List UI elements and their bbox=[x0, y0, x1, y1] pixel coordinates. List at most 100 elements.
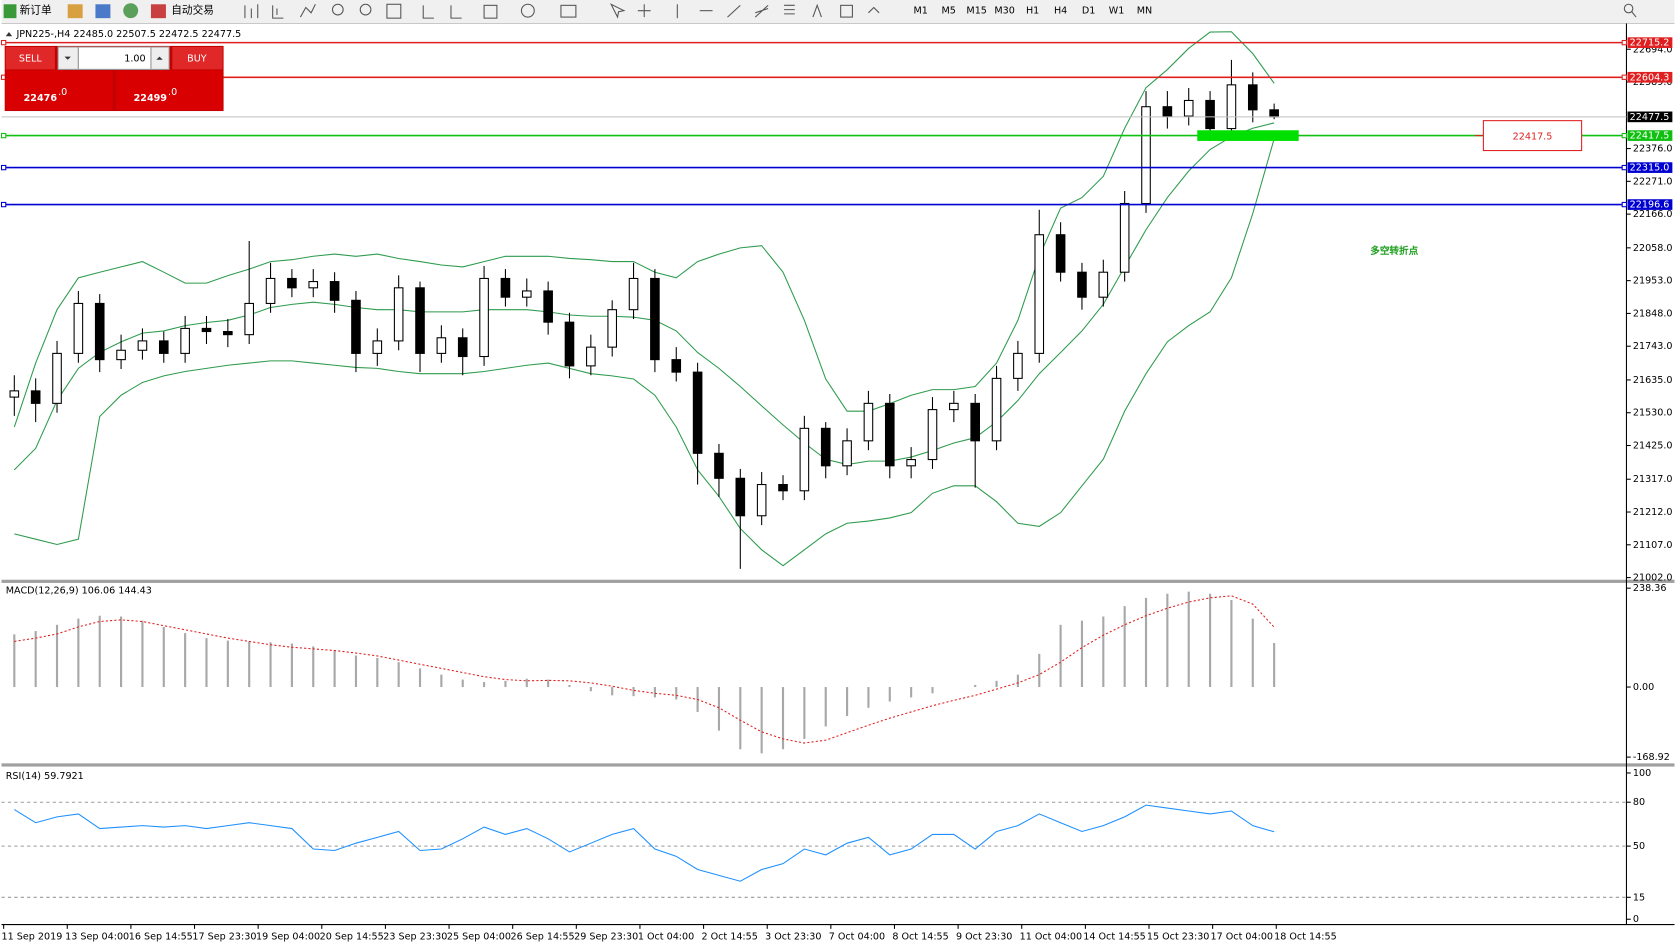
candle-body bbox=[1247, 84, 1258, 111]
candle-body bbox=[991, 377, 1002, 442]
candle-body bbox=[906, 459, 916, 467]
toolbar-icon[interactable] bbox=[95, 4, 111, 19]
level-label-bg bbox=[1627, 199, 1673, 210]
time-label: 15 Oct 23:30 bbox=[1147, 931, 1210, 942]
y-tick-label: 0.00 bbox=[1633, 682, 1654, 693]
candle-body bbox=[1269, 109, 1279, 118]
candle-body bbox=[329, 281, 340, 301]
time-label: 14 Oct 14:55 bbox=[1083, 931, 1146, 942]
time-axis: 11 Sep 2019 13 Sep 04:00 16 Sep 14:55 17 Se… bbox=[2, 924, 1337, 942]
timeframe-button[interactable]: H1 bbox=[1026, 6, 1039, 17]
timeframe-button[interactable]: M30 bbox=[994, 6, 1015, 17]
new-order-button[interactable]: 新订单 bbox=[20, 4, 52, 17]
level-label: 22477.5 bbox=[1630, 112, 1670, 123]
bollinger-band bbox=[14, 138, 1275, 567]
panel-separator bbox=[1, 579, 1675, 583]
bid-price: 22476 bbox=[24, 93, 58, 104]
y-tick-label: 21530.0 bbox=[1633, 408, 1673, 419]
annotation: 多空转折点 bbox=[1370, 245, 1418, 257]
level-handle bbox=[1621, 164, 1627, 171]
candle-body bbox=[73, 302, 84, 354]
time-label: 13 Sep 04:00 bbox=[65, 931, 129, 942]
time-label: 9 Oct 23:30 bbox=[956, 931, 1012, 942]
toolbar-icon[interactable] bbox=[67, 4, 83, 19]
time-label: 3 Oct 23:30 bbox=[765, 931, 821, 942]
y-tick-label: 22376.0 bbox=[1633, 144, 1673, 155]
one-click-trading-panel: SELL 1.00 BUY 22476 .0 22499 .0 bbox=[4, 45, 224, 112]
time-label: 25 Sep 04:00 bbox=[447, 931, 511, 942]
candle-body bbox=[415, 287, 425, 354]
level-label: 22604.3 bbox=[1630, 72, 1670, 83]
sell-label[interactable]: SELL bbox=[19, 54, 42, 65]
candle-body bbox=[671, 359, 682, 373]
candle-body bbox=[30, 390, 41, 404]
toolbar-icon[interactable] bbox=[123, 3, 139, 19]
price-panel: 22694.022589.022376.022271.022166.022058… bbox=[0, 31, 1673, 584]
level-label: 22715.2 bbox=[1630, 38, 1670, 49]
level-handle bbox=[1621, 74, 1627, 80]
y-tick-label: 22271.0 bbox=[1633, 176, 1673, 187]
candle-body bbox=[244, 302, 254, 336]
toolbar-tools[interactable] bbox=[244, 3, 1637, 19]
timeframe-button[interactable]: D1 bbox=[1082, 6, 1096, 17]
sell-price-box[interactable] bbox=[5, 70, 113, 110]
timeframe-button[interactable]: M5 bbox=[942, 6, 956, 17]
candle-body bbox=[137, 340, 148, 351]
timeframe-button[interactable]: MN bbox=[1137, 6, 1152, 17]
candle-body bbox=[628, 277, 639, 311]
candle-body bbox=[1183, 99, 1194, 117]
y-tick-label: 21848.0 bbox=[1633, 308, 1673, 319]
time-label: 26 Sep 14:55 bbox=[511, 931, 575, 942]
candle-body bbox=[927, 409, 938, 461]
y-tick-label: 22058.0 bbox=[1633, 243, 1673, 254]
level-label-bg bbox=[1627, 71, 1673, 83]
auto-trading-button[interactable]: 自动交易 bbox=[171, 4, 214, 17]
auto-trading-icon[interactable] bbox=[150, 4, 166, 19]
candle-body bbox=[500, 277, 511, 298]
candle-body bbox=[521, 290, 532, 298]
timeframe-button[interactable]: M15 bbox=[966, 6, 987, 17]
panel-separator bbox=[1, 763, 1675, 767]
timeframe-button[interactable]: H4 bbox=[1054, 6, 1067, 17]
candle-body bbox=[778, 484, 788, 492]
new-order-icon[interactable] bbox=[3, 4, 17, 19]
time-label: 11 Oct 04:00 bbox=[1020, 931, 1083, 942]
time-label: 11 Sep 2019 bbox=[2, 931, 63, 942]
buy-button[interactable] bbox=[172, 46, 223, 70]
timeframe-button[interactable]: M1 bbox=[914, 6, 928, 17]
y-tick-label: 50 bbox=[1633, 841, 1645, 852]
buy-price-box[interactable] bbox=[115, 70, 223, 110]
collapse-arrow[interactable] bbox=[5, 32, 13, 37]
level-label-bg bbox=[1627, 111, 1673, 123]
level-label: 22417.5 bbox=[1630, 131, 1670, 142]
level-handle bbox=[1621, 39, 1627, 46]
callout-box bbox=[1482, 120, 1583, 152]
level-label: 22315.0 bbox=[1630, 163, 1670, 174]
candle-body bbox=[479, 277, 489, 358]
ask-pips: .0 bbox=[168, 87, 177, 98]
sell-button[interactable] bbox=[5, 46, 55, 70]
candle-body bbox=[1141, 106, 1151, 205]
candle-body bbox=[1034, 234, 1045, 354]
lots-value[interactable]: 1.00 bbox=[124, 54, 145, 65]
y-tick-label: 21635.0 bbox=[1633, 375, 1673, 386]
timeframe-button[interactable]: W1 bbox=[1109, 6, 1125, 17]
callout-label: 22417.5 bbox=[1513, 132, 1553, 143]
candle-body bbox=[543, 290, 553, 323]
rsi-panel: 100 80 50 15 0 bbox=[1, 768, 1651, 925]
y-tick-label: 21953.0 bbox=[1633, 276, 1673, 287]
candle-body bbox=[799, 427, 810, 492]
candle-body bbox=[735, 477, 746, 517]
candle-body bbox=[564, 321, 575, 367]
level-label: 22196.6 bbox=[1630, 200, 1670, 211]
y-tick-label: 22166.0 bbox=[1633, 209, 1673, 220]
y-tick-label: 22694.0 bbox=[1633, 44, 1673, 55]
candle-body bbox=[372, 340, 383, 354]
candle-body bbox=[607, 309, 617, 348]
signal-line bbox=[14, 595, 1275, 744]
buy-label[interactable]: BUY bbox=[187, 54, 207, 65]
y-tick-label: 21317.0 bbox=[1633, 474, 1673, 485]
y-tick-label: 21107.0 bbox=[1633, 540, 1673, 551]
time-label: 17 Sep 23:30 bbox=[192, 931, 256, 942]
